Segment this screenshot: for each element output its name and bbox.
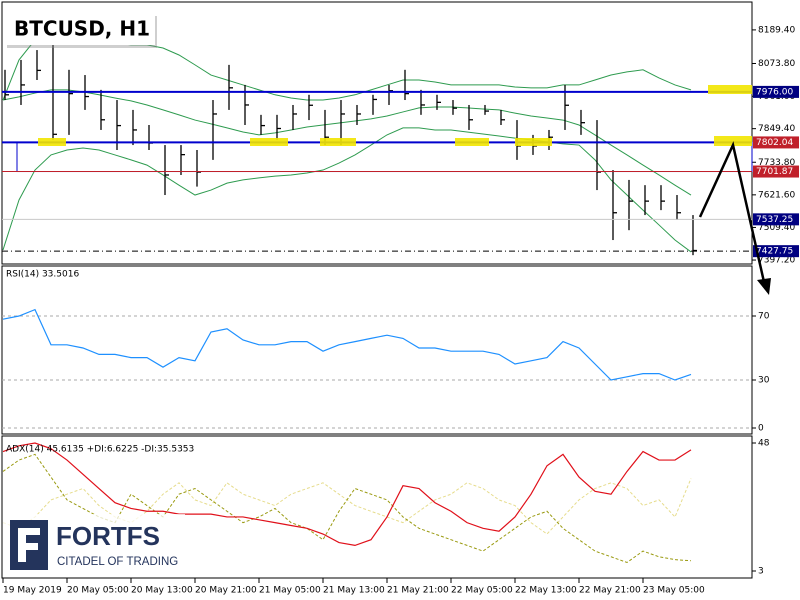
level-label: 7537.25 [756, 215, 793, 225]
level-label: 7802.04 [756, 138, 793, 148]
highlights [38, 85, 752, 146]
adx-panel [1, 435, 753, 579]
x-tick-label: 23 May 05:00 [643, 586, 705, 596]
logo-name: FORTFS [56, 521, 160, 551]
y-tick-label: 0 [758, 424, 764, 434]
x-tick-label: 22 May 05:00 [451, 586, 513, 596]
x-tick-label: 20 May 21:00 [195, 586, 257, 596]
arrow-line [698, 141, 766, 283]
y-tick-label: 7733.80 [758, 158, 795, 168]
y-tick-label: 30 [758, 376, 770, 386]
y-tick-label: 7509.40 [758, 223, 795, 233]
band-middle [2, 89, 692, 196]
y-tick-label: 3 [758, 567, 764, 577]
highlight [320, 138, 356, 146]
x-tick-label: 21 May 05:00 [259, 586, 321, 596]
y-tick-label: 8189.40 [758, 25, 795, 35]
highlight [714, 136, 752, 146]
forecast-arrow [698, 141, 771, 295]
title-bg [5, 13, 155, 45]
rsi-panel [1, 265, 753, 435]
x-tick-label: 22 May 13:00 [515, 586, 577, 596]
logo-icon [10, 520, 48, 570]
level-label-bg [753, 136, 799, 149]
level-label: 7427.75 [756, 247, 793, 257]
x-tick-label: 20 May 13:00 [131, 586, 193, 596]
level-label: 7701.87 [756, 167, 793, 177]
x-tick-label: 20 May 05:00 [67, 586, 129, 596]
level-label-bg [753, 85, 799, 98]
level-label-bg [753, 245, 799, 258]
highlight [250, 138, 288, 146]
highlight [708, 85, 752, 94]
title-box: BTCUSD, H1 [5, 13, 157, 48]
chart-title: BTCUSD, H1 [14, 17, 150, 41]
level-label: 7976.00 [756, 87, 793, 97]
highlight [455, 138, 489, 146]
y-tick-label: 7621.60 [758, 190, 795, 200]
price-panel [1, 1, 753, 265]
highlight [38, 138, 66, 146]
indicator-line [2, 442, 692, 547]
y-tick-label: 7849.40 [758, 124, 795, 134]
x-tick-label: 19 May 2019 [3, 586, 62, 596]
highlight [515, 138, 552, 146]
x-tick-label: 21 May 13:00 [323, 586, 385, 596]
y-tick-label: 8073.80 [758, 59, 795, 69]
band-lower [2, 127, 692, 253]
level-label-bg [753, 213, 799, 226]
y-tick-label: 70 [758, 312, 770, 322]
panel-title: RSI(14) 33.5016 [6, 270, 79, 280]
panel-title: ADX(14) 45.6135 +DI:6.6225 -DI:35.5353 [6, 445, 194, 455]
x-tick-label: 21 May 21:00 [387, 586, 449, 596]
y-tick-label: 7397.20 [758, 256, 795, 266]
level-label-bg [753, 165, 799, 178]
logo: FORTFS CITADEL OF TRADING [3, 514, 185, 574]
x-tick-label: 22 May 21:00 [579, 586, 641, 596]
plot-layer: 8189.408073.807961.007849.407733.807621.… [2, 25, 799, 596]
indicator-line [2, 308, 692, 381]
y-tick-label: 48 [758, 439, 770, 449]
arrow-head [757, 278, 771, 295]
logo-tagline: CITADEL OF TRADING [57, 556, 178, 568]
